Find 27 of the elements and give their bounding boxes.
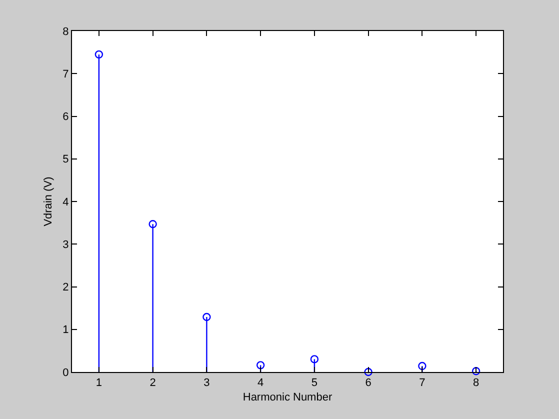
point [364, 368, 372, 376]
x-tick-label: 7 [419, 377, 426, 390]
y-tick-label: 0 [62, 366, 69, 379]
y-tick-label: 6 [62, 111, 69, 124]
x-tick-label: 2 [150, 377, 156, 390]
x-tick-label: 1 [96, 377, 102, 390]
x-tick-label: 6 [365, 377, 372, 390]
x-axis-title: Harmonic Number [242, 391, 332, 404]
x-tick-label: 3 [204, 377, 210, 390]
x-tick-label: 8 [472, 377, 480, 390]
y-tick-label: 8 [62, 26, 69, 38]
x-tick-label: 4 [257, 377, 264, 390]
y-tick-label: 5 [62, 154, 69, 166]
x-tick-label: 5 [311, 377, 318, 390]
point [418, 362, 426, 370]
point [472, 367, 480, 376]
point [94, 50, 104, 59]
y-tick-label: 2 [62, 282, 69, 294]
y-axis-title: Vdrain (V) [42, 176, 54, 226]
y-tick-label: 3 [62, 238, 69, 251]
y-tick-label: 4 [62, 196, 69, 208]
point [148, 220, 157, 228]
y-tick-label: 7 [62, 68, 69, 80]
y-tick-label: 1 [62, 324, 69, 336]
point [310, 355, 319, 364]
point [256, 361, 265, 370]
point [202, 312, 211, 322]
